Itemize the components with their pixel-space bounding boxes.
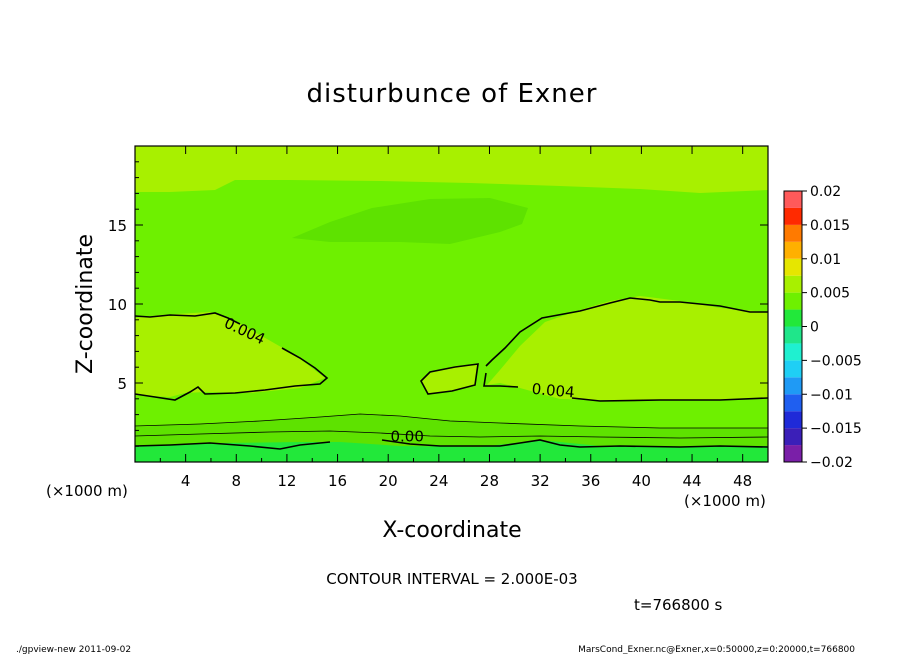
contour-line-faint-2	[134, 430, 769, 439]
time-label: t=766800 s	[634, 596, 722, 614]
x-tick-label: 36	[581, 472, 600, 490]
colorbar-segment	[784, 428, 802, 446]
y-tick-label: 5	[117, 375, 127, 393]
x-axis-label: X-coordinate	[382, 518, 521, 543]
colorbar-segment	[784, 326, 802, 344]
plot-fill	[135, 146, 768, 462]
x-tick-label: 48	[733, 472, 752, 490]
footer-left: ./gpview-new 2011-09-02	[16, 645, 131, 654]
x-tick-label: 28	[480, 472, 499, 490]
colorbar-segment	[784, 411, 802, 429]
x-tick-label: 20	[379, 472, 398, 490]
colorbar-tick-label: −0.01	[810, 387, 853, 403]
colorbar-segment	[784, 258, 802, 276]
contour-label: 0.004	[531, 380, 575, 402]
colorbar-segment	[784, 360, 802, 378]
footer-right: MarsCond_Exner.nc@Exner,x=0:50000,z=0:20…	[578, 645, 855, 654]
colorbar-tick-label: 0	[810, 320, 819, 336]
y-axis-label: Z-coordinate	[73, 234, 98, 374]
colorbar-tick-label: 0.005	[810, 286, 850, 302]
colorbar	[784, 191, 802, 462]
x-tick-label: 40	[632, 472, 651, 490]
contour-line-faint-1	[134, 413, 768, 429]
colorbar-segment	[784, 309, 802, 327]
colorbar-segment	[784, 241, 802, 259]
contour-interval-text: CONTOUR INTERVAL = 2.000E-03	[326, 570, 577, 588]
y-axis-ticks: 5 10 15	[108, 161, 768, 447]
colorbar-segment	[784, 224, 802, 242]
colorbar-segment	[784, 292, 802, 310]
colorbar-segment	[784, 394, 802, 412]
colorbar-tick-label: −0.02	[810, 455, 853, 471]
y-tick-label: 15	[108, 217, 127, 235]
colorbar-tick-label: −0.005	[810, 353, 862, 369]
x-tick-label: 8	[232, 472, 242, 490]
contour-line-0.004-left	[134, 312, 329, 401]
x-tick-label: 16	[328, 472, 347, 490]
colorbar-segment	[784, 191, 802, 208]
x-tick-label: 44	[682, 472, 701, 490]
contour-label: 0.00	[390, 427, 423, 445]
colorbar-segment	[784, 275, 802, 293]
x-tick-label: 12	[277, 472, 296, 490]
colorbar-ticks: 0.02 0.015 0.01 0.005 0 −0.005 −0.01 −0.015 −0.0…	[802, 184, 862, 471]
x-axis-ticks: 4 8 12 16 20 24 28 32 36 40 44 48	[159, 146, 752, 490]
chart-title: disturbunce of Exner	[307, 79, 598, 109]
contour-line-0.004-small-loop	[420, 363, 479, 395]
colorbar-tick-label: 0.01	[810, 252, 841, 268]
colorbar-segment	[784, 377, 802, 395]
contour-line-0.004-right	[485, 297, 768, 367]
colorbar-segment	[784, 445, 802, 462]
colorbar-tick-label: 0.015	[810, 218, 850, 234]
contour-line-0.004-lower-right	[483, 372, 769, 402]
x-tick-label: 24	[429, 472, 448, 490]
colorbar-tick-label: 0.02	[810, 184, 841, 200]
colorbar-tick-label: −0.015	[810, 421, 862, 437]
y-tick-label: 10	[108, 296, 127, 314]
field-top-band	[135, 146, 768, 193]
contour-lines	[134, 297, 769, 450]
colorbar-segment	[784, 207, 802, 225]
x-unit-left: (×1000 m)	[46, 482, 128, 500]
x-unit-right: (×1000 m)	[684, 492, 766, 510]
field-bottom-band	[135, 440, 768, 462]
field-upper-patch	[292, 198, 528, 244]
contour-line-0.00	[134, 439, 769, 450]
colorbar-segment	[784, 343, 802, 361]
x-tick-label: 32	[531, 472, 550, 490]
x-tick-label: 4	[181, 472, 191, 490]
field-left-lobe	[135, 312, 325, 397]
field-right-lobe	[487, 296, 768, 400]
